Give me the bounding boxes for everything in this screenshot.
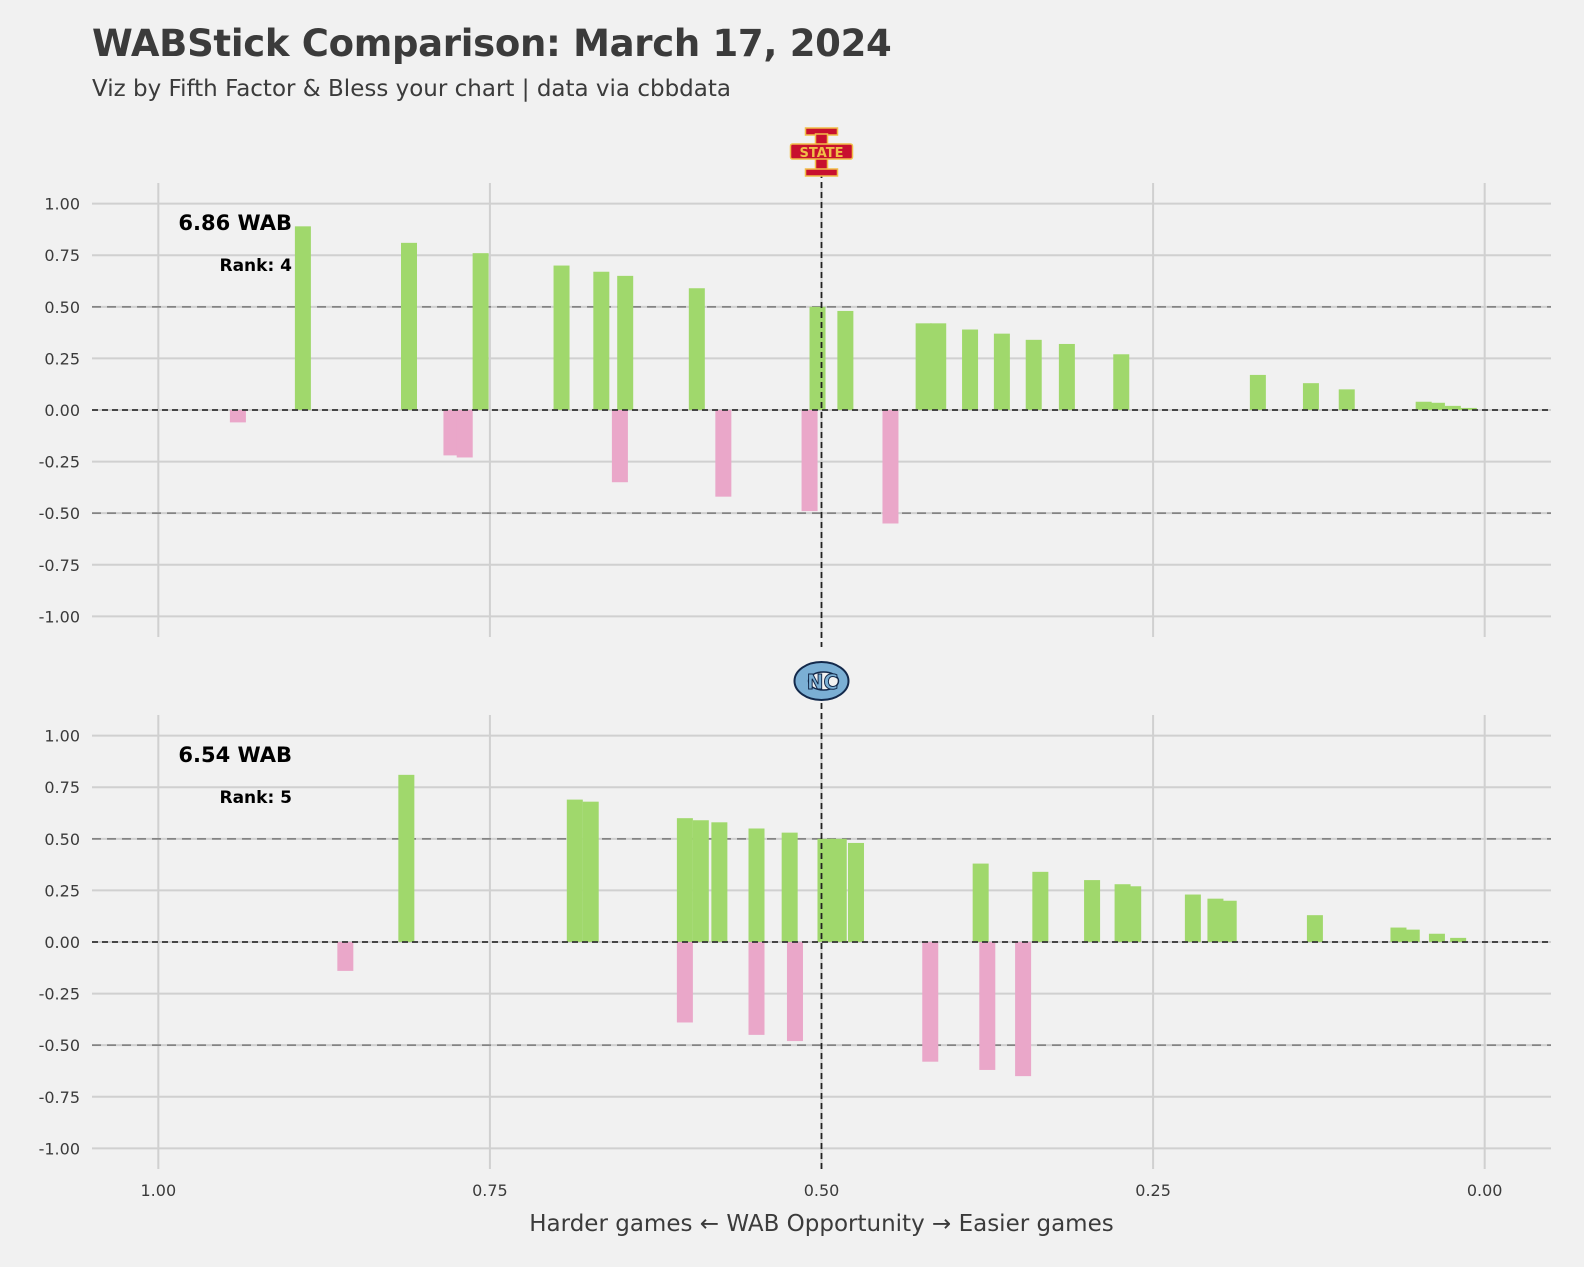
x-tick-label: 0.75 [472,1181,508,1200]
y-tick-label: -0.25 [39,985,80,1004]
rank-label: Rank: 5 [219,788,292,808]
bar [456,410,473,458]
bar [847,842,864,942]
y-tick-label: -0.75 [39,556,80,575]
bar [748,828,765,942]
bar [1428,402,1445,410]
y-tick-label: 0.50 [44,830,80,849]
y-tick-label: 0.00 [44,401,80,420]
north-carolina-logo: NC [793,661,850,701]
bar [443,410,460,456]
bar [1207,898,1224,942]
bar [1415,401,1432,410]
bar [401,242,418,410]
y-tick-label: 0.00 [44,933,80,952]
bar [1125,886,1142,942]
svg-text:NC: NC [807,670,838,694]
x-tick-label: 0.25 [1135,1181,1171,1200]
x-axis-label: Harder games ← WAB Opportunity → Easier … [529,1211,1113,1237]
bar [337,942,354,971]
chart-title: WABStick Comparison: March 17, 2024 [92,22,892,65]
bar [229,410,246,423]
bar [930,323,947,410]
bar [566,799,583,942]
bar [1058,343,1075,410]
rank-label: Rank: 4 [219,256,292,276]
bar [882,410,899,524]
bar [1338,389,1355,410]
y-tick-label: -1.00 [39,607,80,626]
bar [748,942,765,1035]
bar [1084,880,1101,942]
bar [1390,927,1407,942]
bar [1184,894,1201,942]
y-tick-label: -0.50 [39,504,80,523]
bar [692,820,709,942]
bar [676,942,693,1023]
bar [830,838,847,942]
chart-subtitle: Viz by Fifth Factor & Bless your chart |… [92,76,731,102]
bar [1403,929,1420,942]
bar [472,253,489,410]
bar [294,226,311,410]
bar [553,265,570,410]
x-tick-label: 0.50 [804,1181,840,1200]
bar [1025,339,1042,410]
bar [611,410,628,483]
iowa-state-logo: STATE [789,127,854,177]
bar [715,410,732,497]
y-tick-label: 1.00 [44,195,80,214]
bar [1444,405,1461,410]
y-tick-label: -1.00 [39,1139,80,1158]
bar [993,333,1010,410]
bar [1302,383,1319,410]
y-tick-label: 0.75 [44,246,80,265]
bar [676,818,693,942]
y-tick-label: 1.00 [44,727,80,746]
panel-1: 1.00 0.75 0.50 0.25 0.00 -0.25 -0.50 -0.75 -1.00… [39,127,1551,647]
panel-2: 1.00 0.75 0.50 0.25 0.00 -0.25 -0.50 -0.75 -1.00… [39,661,1551,1237]
bar [398,774,415,942]
bar [711,822,728,942]
y-tick-label: 0.25 [44,349,80,368]
bar [781,832,798,942]
bar [1450,937,1467,942]
bar [979,942,996,1070]
bar [809,306,826,410]
bar [1306,915,1323,942]
bar [962,329,979,410]
bar [837,310,854,410]
bar [1113,354,1130,410]
bar [1015,942,1032,1077]
y-tick-label: -0.50 [39,1036,80,1055]
bar [915,323,932,410]
bar [1249,374,1266,410]
wab-label: 6.86 WAB [178,211,292,235]
wab-label: 6.54 WAB [178,743,292,767]
y-tick-label: -0.25 [39,453,80,472]
y-tick-label: -0.75 [39,1088,80,1107]
bar [1220,900,1237,942]
bar [801,410,818,512]
y-tick-label: 0.25 [44,881,80,900]
x-tick-label: 0.00 [1467,1181,1503,1200]
bar [1460,407,1477,410]
bar [786,942,803,1042]
bar [593,271,610,410]
bar [1428,933,1445,942]
y-tick-label: 0.75 [44,778,80,797]
bar [688,288,705,410]
bar [1032,871,1049,942]
x-tick-label: 1.00 [141,1181,177,1200]
y-tick-label: 0.50 [44,298,80,317]
svg-text:STATE: STATE [799,146,843,161]
bar [617,275,634,410]
bar [972,863,989,942]
bar [922,942,939,1062]
bar [582,801,599,942]
